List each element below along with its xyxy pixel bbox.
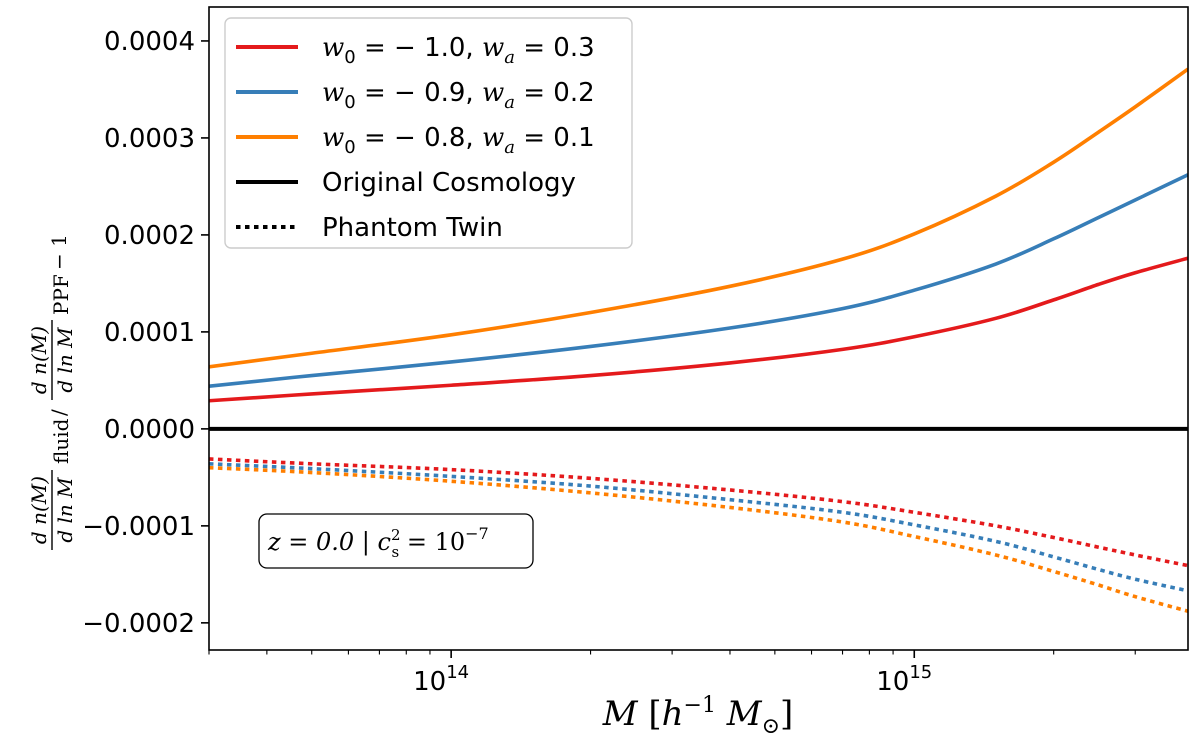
legend-label-phantom: Phantom Twin	[322, 213, 503, 243]
y-tick-label-4: 0.0000	[104, 415, 195, 445]
series-line-4	[209, 457, 1188, 568]
x-axis-label-text: M [h−1 M⊙]	[602, 693, 794, 739]
series-line-2	[209, 67, 1188, 369]
legend-label-orange: w0 = − 0.8, wa = 0.1	[322, 123, 595, 158]
y-label-den-2: d ln M	[53, 327, 77, 393]
legend-label-original: Original Cosmology	[322, 168, 576, 198]
legend-label-red: w0 = − 1.0, wa = 0.3	[322, 33, 595, 68]
y-label-num-1: d n(M)	[27, 476, 51, 544]
legend-box	[224, 17, 633, 249]
annotation-box: z = 0.0 | c2 s = 10−7	[258, 513, 534, 569]
y-label-slash: /	[47, 409, 71, 416]
y-tick-label-0: 0.0004	[104, 27, 195, 57]
y-tick-label-3: 0.0001	[104, 318, 195, 348]
series-lines	[209, 67, 1188, 613]
y-tick-label-2: 0.0002	[104, 221, 195, 251]
y-label-sub-ppf: PPF	[49, 274, 73, 315]
y-tick-label-1: 0.0003	[104, 124, 195, 154]
series-line-6	[209, 465, 1188, 613]
series-line-5	[209, 461, 1188, 593]
series-line-1	[209, 173, 1188, 388]
legend-label-blue: w0 = − 0.9, wa = 0.2	[322, 78, 595, 113]
plot-frame	[208, 6, 1189, 651]
y-label-sub-fluid: fluid	[49, 418, 73, 464]
y-label-den-1: d ln M	[53, 477, 77, 543]
x-axis-label: M [h−1 M⊙]	[602, 693, 794, 739]
x-tick-label-1: 1015	[876, 662, 932, 697]
series-line-0	[209, 256, 1188, 403]
axis-ticks: 0.0004 0.0003 0.0002 0.0001 0.0000 −0.0001 −0.…	[82, 27, 1136, 697]
annotation-text: z = 0.0 | c2 s = 10−7	[267, 524, 489, 561]
y-tick-label-6: −0.0002	[82, 609, 195, 639]
y-label-num-2: d n(M)	[27, 326, 51, 394]
legend: w0 = − 1.0, wa = 0.3 w0 = − 0.9, wa = 0.2…	[224, 17, 633, 249]
y-label-minus-one: − 1	[47, 234, 71, 270]
annotation-frame	[258, 513, 534, 569]
x-tick-label-0: 1014	[413, 662, 469, 697]
y-tick-label-5: −0.0001	[82, 512, 195, 542]
